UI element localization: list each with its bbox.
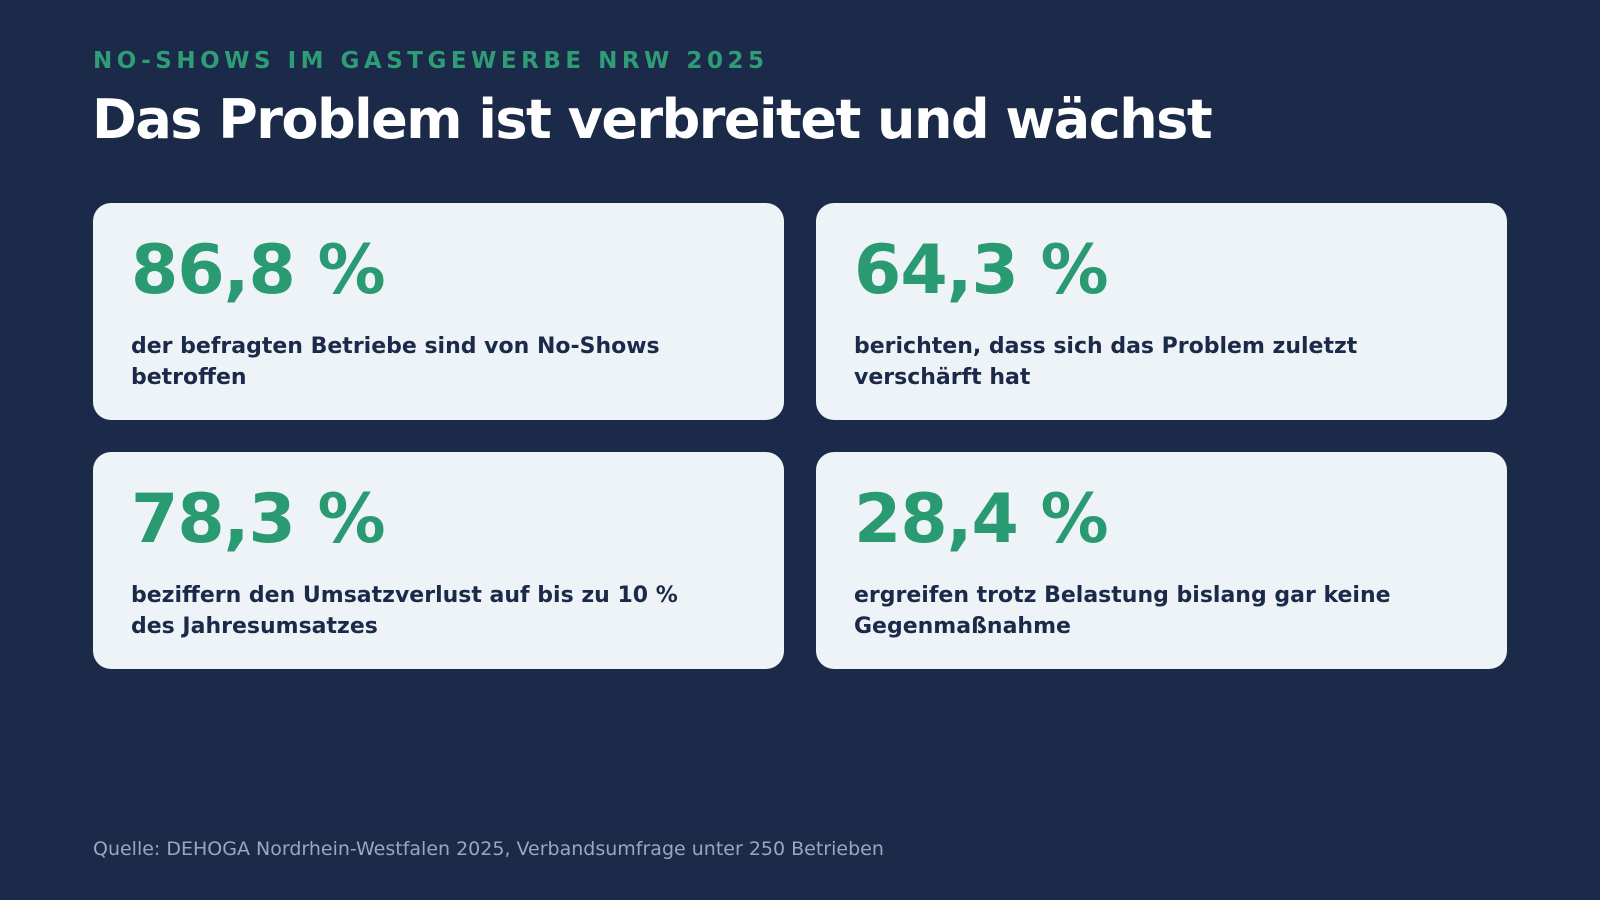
stat-value: 28,4 % [854, 480, 1109, 559]
stat-description: beziffern den Umsatzverlust auf bis zu 1… [131, 583, 678, 639]
eyebrow-label: NO-SHOWS IM GASTGEWERBE NRW 2025 [93, 48, 769, 74]
stat-card-no-measures: 28,4 % ergreifen trotz Belastung bislang… [816, 452, 1507, 669]
stat-description: der befragten Betriebe sind von No-Shows… [131, 334, 660, 390]
page-title: Das Problem ist verbreitet und wächst [92, 88, 1213, 151]
stat-value: 78,3 % [131, 480, 386, 559]
stat-card-revenue-loss: 78,3 % beziffern den Umsatzverlust auf b… [93, 452, 784, 669]
stat-description: berichten, dass sich das Problem zuletzt… [854, 334, 1358, 390]
stat-card-affected: 86,8 % der befragten Betriebe sind von N… [93, 203, 784, 420]
source-note: Quelle: DEHOGA Nordrhein-Westfalen 2025,… [93, 838, 884, 860]
stat-description: ergreifen trotz Belastung bislang gar ke… [854, 583, 1391, 639]
stat-card-worsened: 64,3 % berichten, dass sich das Problem … [816, 203, 1507, 420]
stats-grid: 86,8 % der befragten Betriebe sind von N… [93, 203, 1507, 669]
stat-value: 64,3 % [854, 231, 1109, 310]
stat-value: 86,8 % [131, 231, 386, 310]
